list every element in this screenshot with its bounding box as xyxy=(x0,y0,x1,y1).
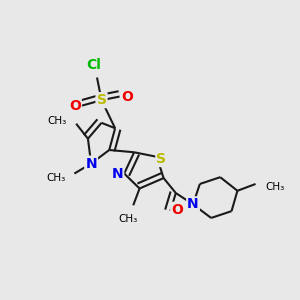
Text: N: N xyxy=(112,167,123,182)
Text: N: N xyxy=(85,157,97,171)
Text: N: N xyxy=(187,197,199,212)
Text: S: S xyxy=(97,93,106,107)
Text: Cl: Cl xyxy=(86,58,101,72)
Text: O: O xyxy=(69,99,81,112)
Text: S: S xyxy=(156,152,166,166)
Text: O: O xyxy=(171,203,183,217)
Text: O: O xyxy=(121,89,133,103)
Text: CH₃: CH₃ xyxy=(46,173,65,183)
Text: CH₃: CH₃ xyxy=(47,116,66,126)
Text: CH₃: CH₃ xyxy=(266,182,285,192)
Text: CH₃: CH₃ xyxy=(118,214,137,224)
